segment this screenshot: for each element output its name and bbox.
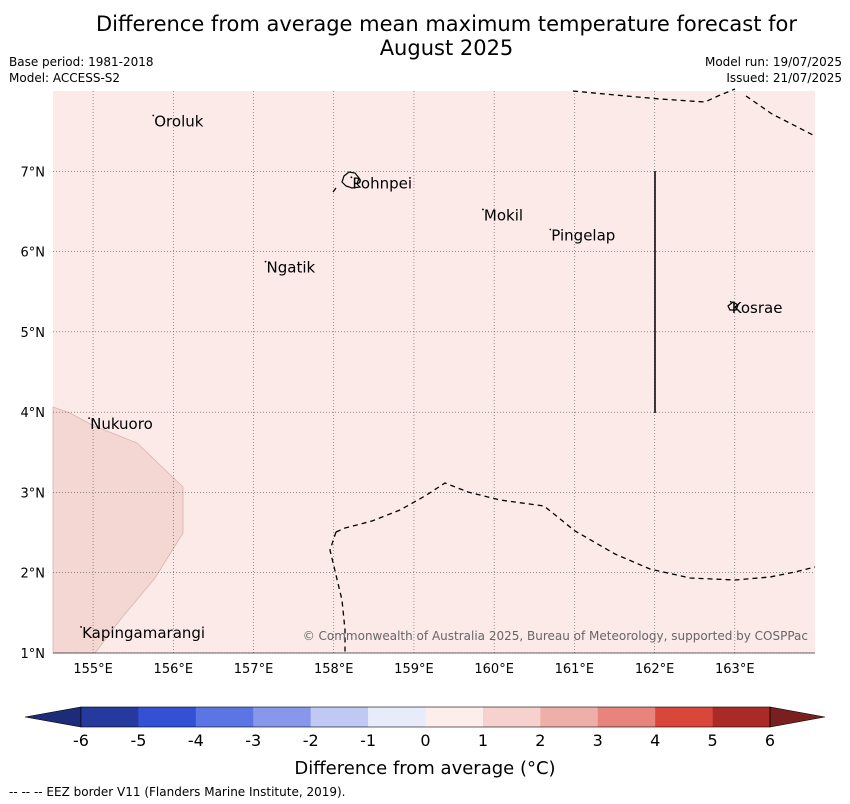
colorbar-tick-label: 4 xyxy=(650,731,660,750)
colorbar-label: Difference from average (°C) xyxy=(294,758,555,779)
lon-tick-label: 158°E xyxy=(314,662,354,677)
colorbar-segment xyxy=(712,707,771,727)
lon-tick-label: 159°E xyxy=(394,662,434,677)
lat-tick-label: 4°N xyxy=(21,406,46,421)
colorbar-tick-label: -5 xyxy=(130,731,146,750)
colorbar-segment xyxy=(368,707,426,727)
kosrae-island-outline xyxy=(727,301,739,311)
place-marker xyxy=(264,260,267,263)
colorbar-tick-label: -6 xyxy=(73,731,89,750)
eez-border-southwest xyxy=(329,531,346,653)
colorbar-tick-label: 3 xyxy=(593,731,603,750)
colorbar-tick-label: 6 xyxy=(765,731,775,750)
colorbar-segment xyxy=(310,707,369,727)
copyright-notice: © Commonwealth of Australia 2025, Bureau… xyxy=(303,629,808,643)
eez-border-pohnpei xyxy=(332,187,337,193)
eez-border-south xyxy=(335,482,816,581)
place-label: Pingelap xyxy=(551,227,615,245)
place-label: Pohnpei xyxy=(352,174,412,192)
lon-tick-label: 157°E xyxy=(234,662,274,677)
map-title-line1: Difference from average mean maximum tem… xyxy=(96,12,797,36)
colorbar-tick-label: 2 xyxy=(535,731,545,750)
colorbar-frame xyxy=(80,706,771,728)
colorbar-over-arrow xyxy=(769,706,826,728)
lon-tick-label: 155°E xyxy=(73,662,113,677)
place-marker xyxy=(482,208,484,211)
lat-tick-label: 2°N xyxy=(21,567,46,582)
place-marker xyxy=(152,114,155,117)
base-period-text: Base period: 1981-2018 xyxy=(9,55,154,69)
colorbar-tick-label: 1 xyxy=(478,731,488,750)
colorbar-segment xyxy=(425,707,484,727)
place-marker xyxy=(549,228,552,231)
colorbar-tick-label: -2 xyxy=(303,731,319,750)
model-run-text: Model run: 19/07/2025 xyxy=(704,55,842,69)
lon-tick-label: 160°E xyxy=(474,662,514,677)
colorbar-under-arrow xyxy=(24,706,82,728)
lon-tick-label: 161°E xyxy=(555,662,595,677)
lat-tick-label: 3°N xyxy=(21,486,46,501)
eez-border-north xyxy=(572,88,814,136)
lat-tick-label: 7°N xyxy=(21,165,46,180)
colorbar-segment xyxy=(253,707,311,727)
colorbar-segment xyxy=(597,707,656,727)
map-title: Difference from average mean maximum tem… xyxy=(0,12,850,60)
place-label: Oroluk xyxy=(154,113,203,131)
issued-text: Issued: 21/07/2025 xyxy=(726,71,842,85)
colorbar-tick-label: 0 xyxy=(420,731,430,750)
colorbar: -6 -5 -4 -3 -2 -1 0 1 2 3 4 5 6 xyxy=(24,706,826,750)
meta-left: Base period: 1981-2018 Model: ACCESS-S2 xyxy=(9,54,154,86)
place-marker xyxy=(80,626,82,628)
colorbar-segment xyxy=(482,707,541,727)
place-label: Ngatik xyxy=(267,259,316,277)
pohnpei-island-outline xyxy=(341,171,362,189)
eez-borders xyxy=(329,88,816,653)
meta-right: Model run: 19/07/2025 Issued: 21/07/2025 xyxy=(705,54,842,86)
colorbar-tick-label: -1 xyxy=(360,731,376,750)
colorbar-segment xyxy=(81,707,139,727)
lon-tick-label: 162°E xyxy=(635,662,675,677)
place-label: Mokil xyxy=(484,206,523,224)
colorbar-tick-label: -4 xyxy=(188,731,204,750)
place-label: Kapingamarangi xyxy=(82,624,205,642)
colorbar-segment xyxy=(138,707,197,727)
place-label: Kosrae xyxy=(732,299,783,317)
colorbar-tick-label: -3 xyxy=(245,731,261,750)
place-label: Nukuoro xyxy=(90,415,153,433)
map-background xyxy=(53,91,815,653)
lat-tick-label: 5°N xyxy=(21,326,46,341)
map-title-line2: August 2025 xyxy=(379,36,514,60)
colorbar-segment xyxy=(540,707,599,727)
place-marker xyxy=(350,176,353,179)
model-text: Model: ACCESS-S2 xyxy=(9,71,121,85)
lat-tick-label: 6°N xyxy=(21,246,46,261)
place-labels: Oroluk Pohnpei Mokil Pingelap Ngatik Kosrae Nu… xyxy=(80,113,782,642)
place-marker xyxy=(729,300,732,303)
place-marker xyxy=(88,417,90,420)
eez-footnote: -- -- -- EEZ border V11 (Flanders Marine… xyxy=(9,785,346,799)
colorbar-segment xyxy=(195,707,254,727)
lon-tick-label: 163°E xyxy=(715,662,755,677)
lon-tick-label: 156°E xyxy=(154,662,194,677)
latitude-tick-labels: 7°N 6°N 5°N 4°N 3°N 2°N 1°N xyxy=(21,165,46,662)
colorbar-segment xyxy=(655,707,713,727)
colorbar-tick-label: 5 xyxy=(707,731,717,750)
longitude-tick-labels: 155°E 156°E 157°E 158°E 159°E 160°E 161°E 162°E… xyxy=(73,662,754,677)
map-gridlines xyxy=(53,91,815,654)
lat-tick-label: 1°N xyxy=(21,647,46,662)
